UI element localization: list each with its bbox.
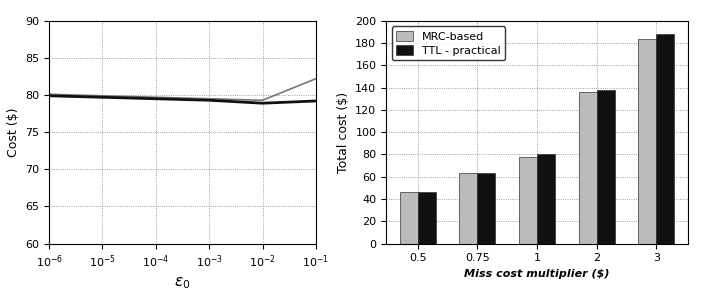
Bar xyxy=(578,92,597,244)
Bar xyxy=(400,192,418,244)
Bar xyxy=(460,173,477,244)
Bar xyxy=(519,157,537,244)
X-axis label: Miss cost multiplier ($): Miss cost multiplier ($) xyxy=(464,269,610,279)
Legend: MRC-based, TTL - practical: MRC-based, TTL - practical xyxy=(392,26,505,60)
Bar xyxy=(418,192,436,244)
Bar xyxy=(597,90,614,244)
Bar xyxy=(656,34,674,244)
Bar xyxy=(477,173,496,244)
Y-axis label: Cost ($): Cost ($) xyxy=(7,108,20,157)
Y-axis label: Total cost ($): Total cost ($) xyxy=(337,91,350,173)
X-axis label: $\varepsilon_0$: $\varepsilon_0$ xyxy=(174,275,191,291)
Bar xyxy=(638,39,656,244)
Bar xyxy=(537,154,555,244)
